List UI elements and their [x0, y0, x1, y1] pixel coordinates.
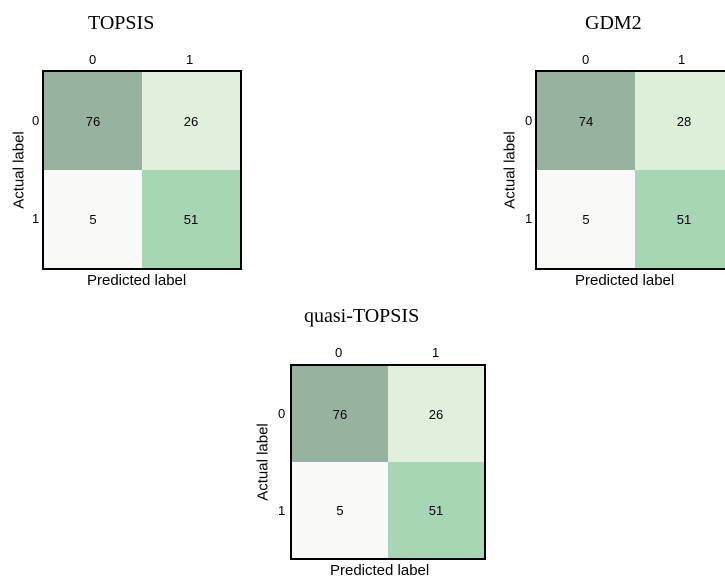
matrix-cell-0-1: 28	[635, 72, 725, 170]
x-tick-label: 1	[432, 345, 440, 360]
x-tick-label: 1	[678, 52, 686, 67]
cell-value: 26	[428, 406, 444, 422]
cell-value: 76	[85, 113, 101, 129]
chart-title: TOPSIS	[88, 12, 155, 34]
confusion-matrix-gdm2: GDM2 0 1 0 1 Actual label 74 28 5 51 Pre…	[490, 0, 725, 290]
matrix-cell-1-0: 5	[292, 462, 388, 558]
y-axis-label: Actual label	[10, 131, 28, 209]
y-tick-label: 0	[32, 113, 40, 128]
x-axis-label: Predicted label	[575, 272, 675, 289]
cell-value: 76	[332, 406, 348, 422]
matrix-cell-0-0: 76	[44, 72, 142, 170]
matrix-cell-0-1: 26	[388, 366, 484, 462]
cell-value: 5	[582, 211, 590, 227]
matrix-cell-0-0: 76	[292, 366, 388, 462]
x-axis-label: Predicted label	[87, 272, 187, 289]
matrix-cell-1-0: 5	[44, 170, 142, 268]
matrix-cell-1-1: 51	[635, 170, 725, 268]
y-tick-label: 1	[525, 211, 533, 226]
x-tick-label: 1	[186, 52, 194, 67]
cell-value: 51	[676, 211, 692, 227]
matrix-grid: 74 28 5 51	[535, 70, 725, 270]
cell-value: 51	[428, 502, 444, 518]
y-tick-label: 1	[278, 503, 286, 518]
confusion-matrix-quasi-topsis: quasi-TOPSIS 0 1 0 1 Actual label 76 26 …	[240, 300, 510, 580]
y-tick-label: 0	[278, 406, 286, 421]
matrix-grid: 76 26 5 51	[42, 70, 242, 270]
cell-value: 5	[89, 211, 97, 227]
cell-value: 26	[183, 113, 199, 129]
y-axis-label: Actual label	[501, 131, 519, 209]
y-axis-label: Actual label	[254, 423, 272, 501]
x-tick-label: 0	[89, 52, 97, 67]
matrix-cell-1-1: 51	[142, 170, 240, 268]
x-axis-label: Predicted label	[330, 562, 430, 579]
chart-title: GDM2	[585, 12, 642, 34]
cell-value: 51	[183, 211, 199, 227]
cell-value: 28	[676, 113, 692, 129]
y-tick-label: 1	[32, 211, 40, 226]
matrix-grid: 76 26 5 51	[290, 364, 486, 560]
matrix-cell-0-1: 26	[142, 72, 240, 170]
y-tick-label: 0	[525, 113, 533, 128]
x-tick-label: 0	[582, 52, 590, 67]
cell-value: 74	[578, 113, 594, 129]
x-tick-label: 0	[335, 345, 343, 360]
matrix-cell-0-0: 74	[537, 72, 635, 170]
chart-title: quasi-TOPSIS	[304, 305, 420, 327]
matrix-cell-1-1: 51	[388, 462, 484, 558]
cell-value: 5	[336, 502, 344, 518]
confusion-matrix-topsis: TOPSIS 0 1 0 1 Actual label 76 26 5 51 P…	[0, 0, 260, 290]
matrix-cell-1-0: 5	[537, 170, 635, 268]
